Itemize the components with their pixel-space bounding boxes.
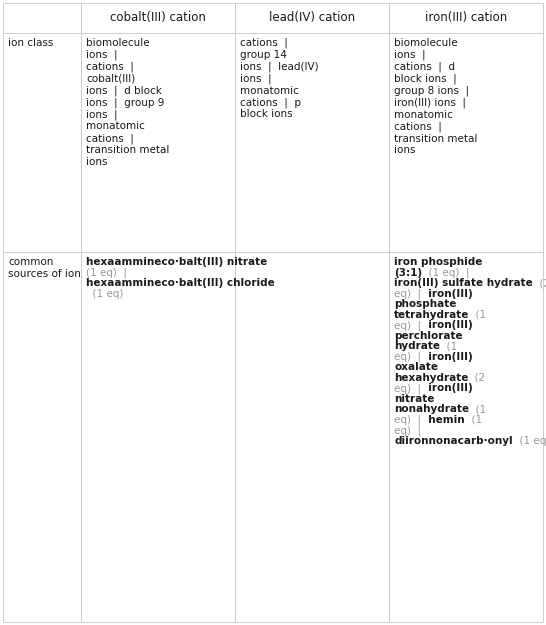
Text: eq)  |: eq) | — [394, 415, 421, 426]
Text: biomolecule
ions  |
cations  |
cobalt(III)
ions  |  d block
ions  |  group 9
ion: biomolecule ions | cations | cobalt(III)… — [86, 38, 170, 167]
Text: (1 eq): (1 eq) — [86, 289, 124, 299]
Text: hexaammineco·balt(III) chloride: hexaammineco·balt(III) chloride — [86, 279, 275, 289]
Text: (2: (2 — [468, 373, 485, 383]
Text: (1: (1 — [470, 310, 486, 320]
Text: (1: (1 — [465, 415, 482, 425]
Text: ion class: ion class — [8, 38, 54, 48]
Text: iron(III): iron(III) — [421, 384, 473, 394]
Text: cations  |
group 14
ions  |  lead(IV)
ions  |
monatomic
cations  |  p
block ions: cations | group 14 ions | lead(IV) ions … — [240, 38, 319, 119]
Text: iron phosphide: iron phosphide — [394, 258, 483, 268]
Text: eq)  |: eq) | — [394, 321, 421, 331]
Text: cobalt(III) cation: cobalt(III) cation — [110, 11, 206, 24]
Text: nitrate: nitrate — [394, 394, 435, 404]
Text: eq)  |: eq) | — [394, 426, 421, 436]
Text: hexaammineco·balt(III) nitrate: hexaammineco·balt(III) nitrate — [86, 258, 268, 268]
Bar — [81, 253, 235, 622]
Text: eq)  |: eq) | — [394, 289, 421, 299]
Bar — [389, 32, 543, 253]
Text: iron(III) cation: iron(III) cation — [425, 11, 507, 24]
Bar — [235, 3, 389, 32]
Text: hemin: hemin — [421, 415, 465, 425]
Text: iron(III) sulfate hydrate: iron(III) sulfate hydrate — [394, 279, 533, 289]
Text: eq)  |: eq) | — [394, 384, 421, 394]
Text: hydrate: hydrate — [394, 341, 440, 351]
Text: (1: (1 — [469, 404, 486, 414]
Text: diironnonacarb·onyl: diironnonacarb·onyl — [394, 436, 513, 446]
Text: phosphate: phosphate — [394, 299, 456, 309]
Text: oxalate: oxalate — [394, 362, 438, 372]
Text: iron(III): iron(III) — [421, 352, 473, 362]
Text: (1 eq)  |: (1 eq) | — [422, 268, 470, 279]
Text: perchlorate: perchlorate — [394, 331, 462, 341]
Bar — [235, 253, 389, 622]
Text: (2: (2 — [533, 279, 546, 289]
Text: (3:1): (3:1) — [394, 268, 422, 278]
Text: (1 eq)  |: (1 eq) | — [86, 268, 127, 279]
Bar — [389, 3, 543, 32]
Bar — [3, 253, 81, 622]
Text: eq)  |: eq) | — [394, 352, 421, 362]
Text: iron(III): iron(III) — [421, 289, 473, 299]
Bar — [389, 253, 543, 622]
Text: (1 eq): (1 eq) — [513, 436, 546, 446]
Text: (1: (1 — [440, 341, 457, 351]
Text: biomolecule
ions  |
cations  |  d
block ions  |
group 8 ions  |
iron(III) ions  : biomolecule ions | cations | d block ion… — [394, 38, 477, 155]
Bar — [235, 32, 389, 253]
Bar — [81, 3, 235, 32]
Text: nonahydrate: nonahydrate — [394, 404, 469, 414]
Text: tetrahydrate: tetrahydrate — [394, 310, 470, 320]
Text: hexahydrate: hexahydrate — [394, 373, 468, 383]
Bar — [3, 3, 81, 32]
Text: lead(IV) cation: lead(IV) cation — [269, 11, 355, 24]
Text: common
sources of ion: common sources of ion — [8, 258, 81, 279]
Bar — [3, 32, 81, 253]
Bar — [81, 32, 235, 253]
Text: iron(III): iron(III) — [421, 321, 473, 331]
